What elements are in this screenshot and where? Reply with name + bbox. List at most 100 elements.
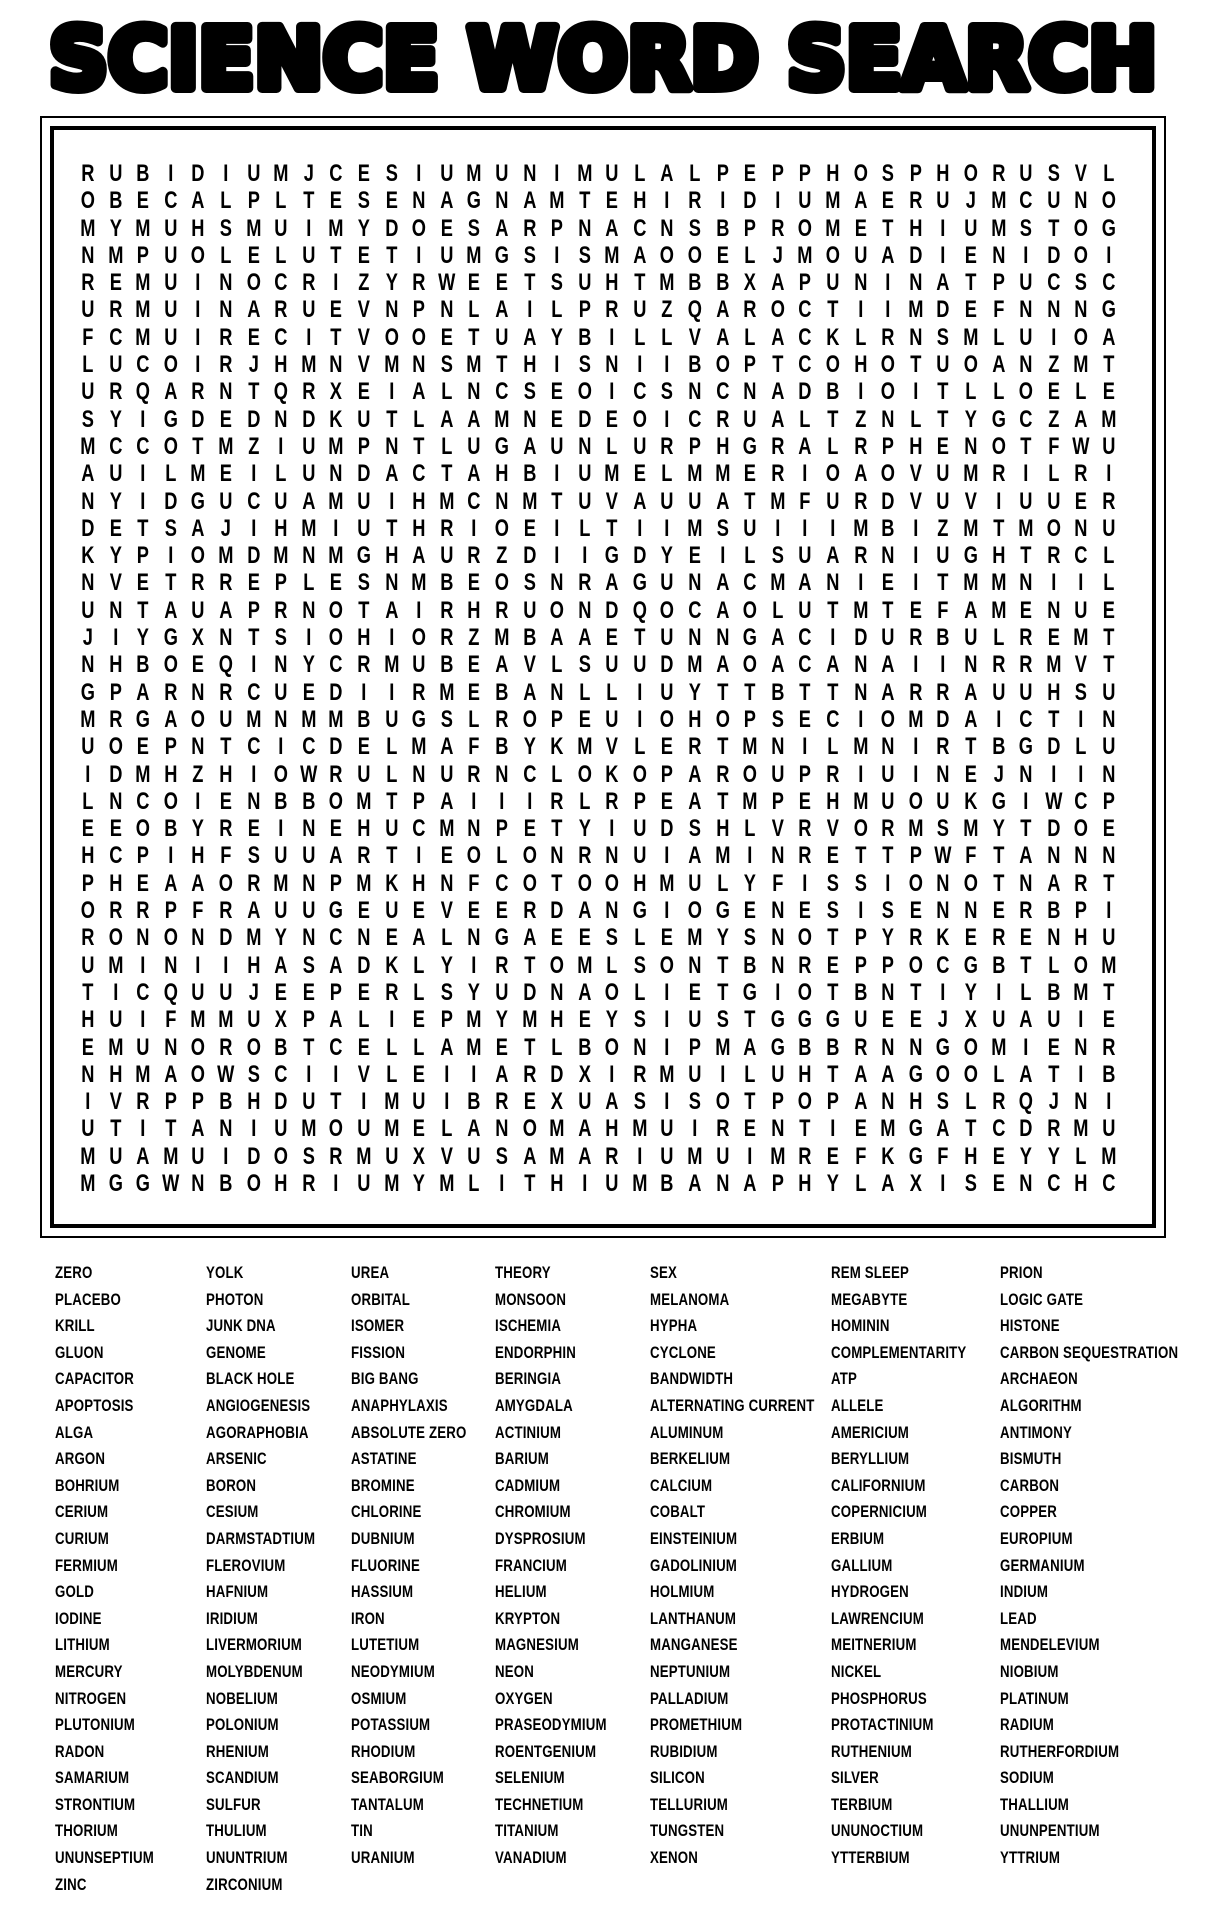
grid-cell: M — [1018, 514, 1034, 542]
grid-cell: Y — [468, 978, 481, 1006]
grid-cell: L — [716, 869, 729, 897]
grid-cell: T — [523, 951, 535, 979]
grid-cell: U — [1102, 733, 1116, 761]
grid-cell: U — [467, 432, 481, 460]
grid-cell: R — [274, 296, 288, 324]
grid-cell: A — [191, 187, 205, 215]
grid-cell: L — [634, 733, 646, 761]
grid-cell: M — [990, 569, 1006, 597]
grid-cell: I — [554, 460, 560, 488]
word-item: LOGIC GATE — [1000, 1289, 1084, 1309]
grid-cell: B — [467, 1088, 481, 1116]
grid-cell: O — [798, 978, 813, 1006]
grid-cell: Y — [385, 269, 398, 297]
grid-cell: E — [357, 897, 370, 925]
grid-cell: T — [496, 351, 508, 379]
grid-cell: L — [992, 378, 1004, 406]
grid-cell: M — [908, 296, 924, 324]
grid-cell: N — [163, 1033, 178, 1061]
grid-cell: A — [633, 487, 647, 515]
grid-cell: J — [938, 1006, 949, 1034]
grid-cell: E — [1019, 924, 1033, 952]
grid-cell: N — [964, 432, 978, 460]
word-item: DUBNIUM — [351, 1528, 415, 1548]
grid-cell: G — [80, 678, 95, 706]
grid-cell: A — [522, 323, 536, 351]
grid-cell: S — [468, 214, 481, 242]
grid-cell: U — [163, 241, 178, 269]
grid-cell: I — [692, 1115, 698, 1143]
grid-cell: I — [637, 1142, 643, 1170]
grid-cell: U — [191, 596, 205, 624]
grid-cell: R — [991, 1088, 1005, 1116]
grid-cell: A — [660, 160, 674, 187]
grid-cell: L — [551, 760, 563, 788]
grid-cell: G — [356, 542, 371, 570]
grid-cell: E — [688, 978, 701, 1006]
grid-cell: A — [163, 378, 178, 406]
grid-cell: H — [191, 214, 205, 242]
grid-cell: M — [80, 432, 96, 460]
grid-cell: U — [301, 1088, 316, 1116]
grid-cell: I — [85, 760, 91, 788]
word-item: COPPER — [1000, 1502, 1057, 1522]
grid-cell: N — [108, 787, 122, 815]
word-item: YTTRIUM — [1000, 1848, 1061, 1868]
grid-cell: R — [991, 160, 1005, 187]
grid-cell: T — [385, 842, 397, 870]
grid-cell: I — [306, 624, 312, 652]
grid-cell: L — [772, 596, 784, 624]
grid-cell: N — [771, 951, 785, 979]
grid-cell: M — [135, 214, 151, 242]
grid-cell: M — [356, 1142, 372, 1170]
grid-cell: N — [384, 432, 398, 460]
grid-cell: K — [81, 542, 95, 570]
grid-cell: U — [1046, 487, 1061, 515]
grid-cell: O — [1074, 951, 1089, 979]
grid-cell: R — [909, 187, 923, 215]
grid-cell: O — [163, 651, 178, 679]
grid-cell: A — [495, 651, 509, 679]
grid-cell: T — [468, 323, 480, 351]
word-item: HELIUM — [495, 1582, 547, 1602]
grid-cell: R — [688, 187, 702, 215]
grid-cell: E — [136, 733, 150, 761]
grid-cell: M — [383, 351, 399, 379]
grid-cell: P — [716, 160, 729, 187]
grid-cell: U — [163, 296, 178, 324]
grid-cell: R — [605, 296, 619, 324]
grid-cell: B — [439, 569, 454, 597]
grid-cell: B — [1046, 897, 1061, 925]
grid-cell: C — [136, 351, 150, 379]
grid-cell: H — [715, 815, 730, 843]
grid-cell: Y — [1019, 1142, 1033, 1170]
word-item: OXYGEN — [495, 1688, 553, 1708]
grid-cell: U — [991, 678, 1005, 706]
grid-cell: M — [687, 924, 703, 952]
grid-cell: O — [604, 869, 620, 897]
grid-cell: R — [798, 951, 812, 979]
grid-cell: Z — [358, 269, 370, 297]
grid-cell: O — [963, 1033, 978, 1061]
grid-cell: O — [163, 924, 178, 952]
grid-cell: T — [854, 842, 866, 870]
word-item: JUNK DNA — [206, 1316, 276, 1336]
grid-cell: R — [412, 269, 426, 297]
grid-cell: R — [219, 351, 233, 379]
grid-cell: J — [82, 624, 93, 652]
grid-cell: I — [802, 733, 808, 761]
grid-cell: U — [357, 1115, 371, 1143]
grid-cell: O — [384, 323, 399, 351]
grid-cell: H — [605, 269, 619, 297]
grid-cell: P — [274, 569, 288, 597]
grid-cell: C — [798, 296, 812, 324]
grid-cell: M — [521, 1006, 537, 1034]
grid-cell: S — [771, 705, 784, 733]
grid-cell: I — [471, 787, 477, 815]
grid-cell: R — [219, 678, 233, 706]
grid-cell: R — [219, 815, 233, 843]
grid-cell: E — [854, 1115, 867, 1143]
grid-cell: D — [329, 733, 343, 761]
